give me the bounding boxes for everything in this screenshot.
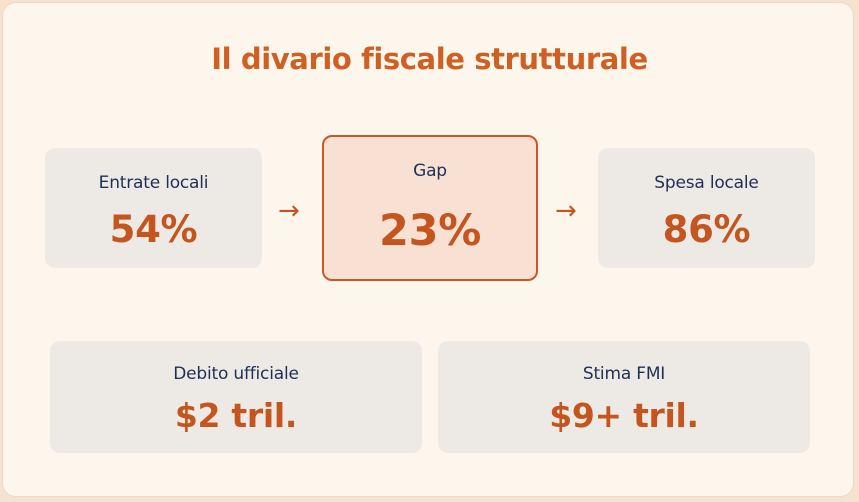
gap-card: Gap 23% <box>322 135 538 281</box>
stima-fmi-value: $9+ tril. <box>549 396 699 435</box>
spesa-locale-value: 86% <box>662 208 751 251</box>
entrate-locali-value: 54% <box>109 208 198 251</box>
debito-ufficiale-value: $2 tril. <box>174 396 298 435</box>
spesa-locale-card: Spesa locale 86% <box>598 148 815 268</box>
spesa-locale-label: Spesa locale <box>654 173 759 193</box>
gap-value: 23% <box>378 206 482 256</box>
entrate-locali-label: Entrate locali <box>98 173 209 193</box>
page-title: Il divario fiscale strutturale <box>211 42 648 76</box>
arrow-right-icon: → <box>555 196 577 226</box>
entrate-locali-card: Entrate locali 54% <box>45 148 262 268</box>
stima-fmi-label: Stima FMI <box>582 364 666 384</box>
gap-label: Gap <box>413 161 447 181</box>
stima-fmi-card: Stima FMI $9+ tril. <box>438 341 810 453</box>
debito-ufficiale-label: Debito ufficiale <box>173 364 299 384</box>
debito-ufficiale-card: Debito ufficiale $2 tril. <box>50 341 422 453</box>
arrow-right-icon: → <box>278 196 300 226</box>
